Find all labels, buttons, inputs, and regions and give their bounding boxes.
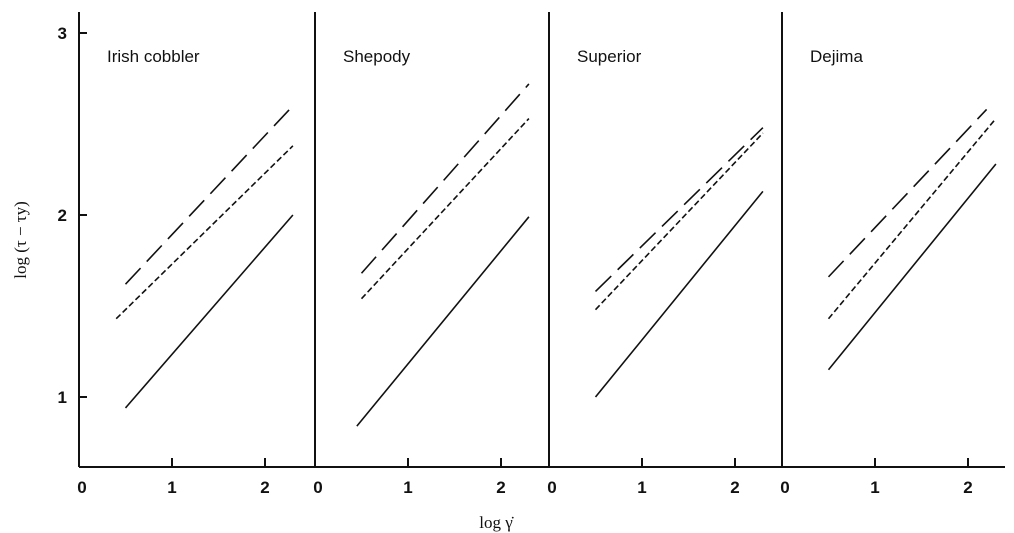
y-tick-label-3: 3 [58,24,67,43]
y-tick-label-2: 2 [58,206,67,225]
panel-4-x-tick-label-2: 2 [963,478,972,497]
y-tick-label-1: 1 [58,388,67,407]
panel-2-series-long-dash [360,83,530,274]
panel-1-x-tick-label-2: 2 [260,478,269,497]
panel-3-series-short-dash [594,132,764,311]
panel-3-series-solid [594,190,764,398]
panel-3-x-tick-label-0: 0 [547,478,556,497]
panel-4-series-solid [827,163,997,371]
panel-2-title: Shepody [343,47,411,66]
panel-1-series-long-dash [124,105,294,285]
panel-4-x-tick-label-0: 0 [780,478,789,497]
panel-1-title: Irish cobbler [107,47,200,66]
panel-2-x-tick-label-2: 2 [496,478,505,497]
panel-2-series-solid [356,216,530,427]
panel-4-series-short-dash [827,118,997,320]
axes-layer [78,12,1005,468]
panel-2-x-tick-label-0: 0 [313,478,322,497]
panel-2-x-tick-label-1: 1 [403,478,412,497]
panel-3-x-tick-label-2: 2 [730,478,739,497]
panel-1-x-tick-label-0: 0 [77,478,86,497]
panel-4-x-tick-label-1: 1 [870,478,879,497]
panel-1-series-short-dash [115,145,294,320]
text-layer: 1 2 3 0 1 2 Irish cobbler 0 1 2 Shepody 0 1 2 Superior… [11,24,973,532]
panel-1-series-solid [124,214,294,409]
panel-4-title: Dejima [810,47,863,66]
panel-3-x-tick-label-1: 1 [637,478,646,497]
panel-4-series-long-dash [827,108,988,278]
panel-1-x-tick-label-1: 1 [167,478,176,497]
panel-3-title: Superior [577,47,642,66]
panel-2-series-short-dash [360,117,530,300]
series-layer [115,83,997,427]
x-axis-label: log γ̇ [479,513,513,532]
panel-3-series-long-dash [594,127,764,293]
y-axis-label: log (τ − τy) [11,201,30,279]
